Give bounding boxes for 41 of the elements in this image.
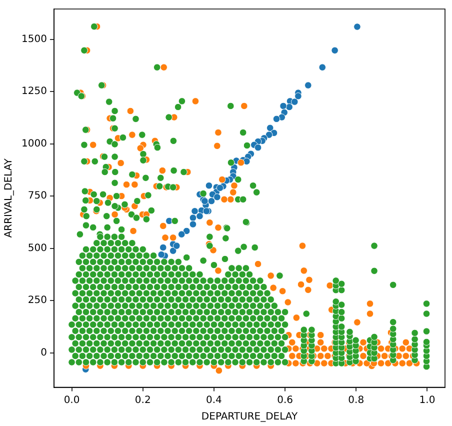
y-tick-label: 250 — [28, 295, 47, 306]
y-tick-label: 500 — [28, 242, 47, 254]
x-tick-label: 0.4 — [206, 394, 222, 406]
point — [208, 197, 216, 205]
y-tick-label: 750 — [28, 190, 47, 202]
point — [280, 102, 287, 110]
x-tick-label: 1.0 — [419, 394, 436, 406]
point — [294, 92, 302, 100]
point — [216, 184, 224, 192]
x-tick-label: 0.8 — [348, 394, 364, 406]
point — [331, 46, 338, 54]
point — [354, 23, 361, 30]
point — [265, 131, 273, 138]
point — [182, 227, 190, 235]
point — [272, 115, 280, 123]
point — [205, 182, 213, 190]
point — [304, 82, 312, 89]
y-tick-label: 0 — [40, 347, 47, 358]
point — [286, 103, 293, 111]
x-tick-label: 0.6 — [277, 394, 293, 406]
y-tick-label: 1250 — [22, 86, 47, 98]
y-tick-label: 1000 — [22, 138, 47, 150]
point — [214, 193, 221, 201]
point — [290, 98, 298, 106]
point — [191, 207, 198, 215]
x-axis-title: DEPARTURE_DELAY — [201, 412, 298, 423]
point — [189, 220, 197, 228]
point — [159, 244, 167, 252]
x-tick-label: 0.2 — [134, 394, 151, 406]
point — [169, 247, 177, 254]
point — [196, 212, 204, 220]
point — [318, 64, 326, 71]
point — [172, 242, 180, 250]
y-axis-title: ARRIVAL_DELAY — [4, 158, 15, 238]
point — [266, 124, 274, 132]
point — [189, 214, 197, 222]
point — [254, 144, 262, 152]
point — [158, 250, 165, 258]
x-tick-label: 0.0 — [64, 394, 80, 406]
y-tick-label: 1500 — [22, 34, 47, 45]
point — [178, 230, 186, 238]
